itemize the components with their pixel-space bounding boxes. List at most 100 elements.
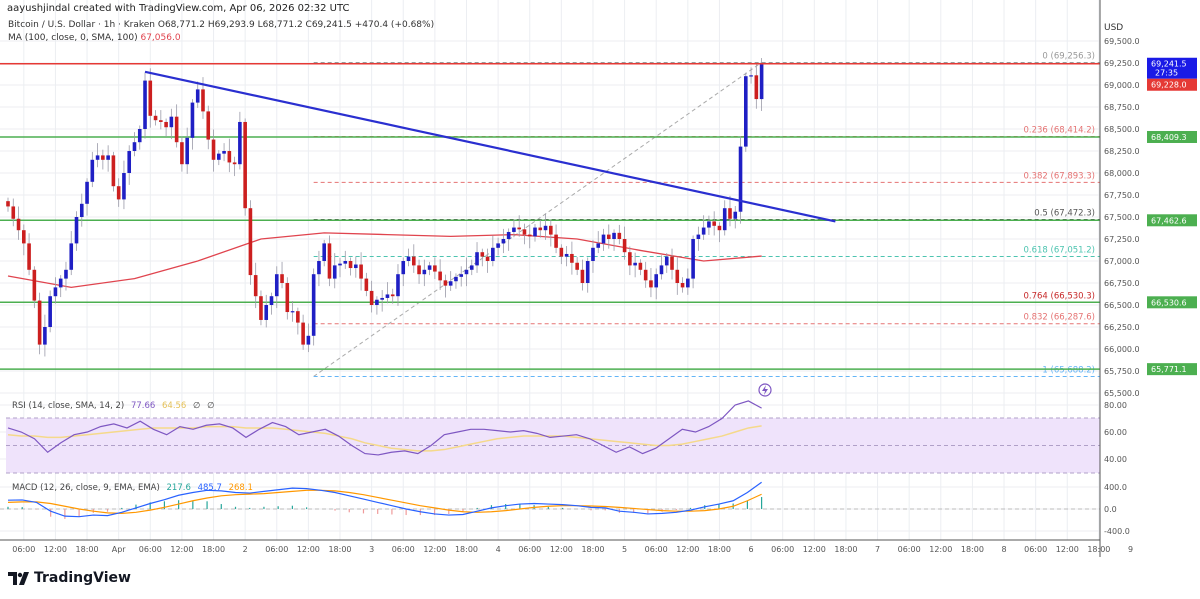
candle-up	[701, 215, 706, 240]
candle-up	[290, 301, 295, 322]
candle-up	[74, 211, 79, 251]
candle-body	[248, 208, 253, 276]
time-tick-label: Apr	[112, 545, 127, 554]
time-tick-label: 06:00	[898, 545, 921, 554]
candle-down	[411, 244, 416, 273]
candle-body	[517, 227, 521, 230]
candle-up	[64, 261, 68, 291]
candle-body	[659, 265, 664, 275]
candle-body	[311, 274, 316, 336]
candle-down	[32, 266, 37, 309]
candle-down	[159, 110, 163, 130]
time-axis[interactable]: 06:00 12:00 18:00 Apr 06:00 12:00 18:00 2 06:00 1…	[12, 545, 1133, 554]
candle-up	[185, 127, 189, 174]
trendline[interactable]	[144, 70, 836, 223]
candle-body	[290, 311, 295, 313]
time-tick-label: 8	[1001, 545, 1006, 554]
time-tick-label: 18:00	[202, 545, 225, 554]
candle-body	[717, 225, 722, 231]
fib-level-label: 0.236 (68,414.2)	[1023, 126, 1095, 136]
time-tick-label: 06:00	[1024, 545, 1047, 554]
candle-body	[522, 229, 527, 235]
candle-down	[22, 224, 26, 256]
candle-body	[74, 217, 79, 244]
candle-up	[686, 268, 690, 295]
price-tick-label: 68,750.0	[1104, 103, 1140, 112]
horizontal-lines[interactable]	[0, 136, 1100, 370]
time-tick-label: 12:00	[170, 545, 193, 554]
candle-up	[691, 235, 695, 289]
fib-level-label: 0.5 (67,472.3)	[1034, 208, 1095, 218]
candle-body	[143, 80, 147, 129]
candle-up	[585, 257, 590, 293]
candle-body	[601, 234, 606, 244]
support-price-label: 68,409.3	[1151, 133, 1187, 142]
candle-down	[227, 138, 232, 173]
rsi-level-lines	[0, 417, 1100, 510]
alert-lightning-icon[interactable]	[758, 383, 772, 397]
candle-down	[248, 200, 253, 285]
candle-up	[332, 253, 337, 289]
fib-level-label: 1 (65,688.2)	[1042, 365, 1095, 375]
rsi-extra: ∅	[207, 401, 214, 411]
fib-level-label: 0.618 (67,051.2)	[1023, 245, 1095, 255]
candle-body	[670, 256, 674, 270]
candle-up	[696, 226, 701, 251]
candle-up	[601, 228, 606, 251]
candle-down	[16, 206, 21, 240]
candle-down	[538, 219, 543, 238]
candle-body	[538, 227, 543, 231]
candle-body	[327, 243, 332, 279]
macd-hist-value: 217.6	[167, 483, 191, 493]
time-tick-label: 18:00	[76, 545, 99, 554]
candle-up	[654, 268, 659, 300]
time-tick-label: 6	[749, 545, 754, 554]
candle-up	[137, 125, 142, 150]
candle-body	[301, 322, 305, 345]
candle-down	[580, 259, 585, 291]
price-chart[interactable]: 0 (69,256.3) 0.236 (68,414.2) 0.382 (67,89…	[0, 0, 1200, 560]
fib-trend-line[interactable]	[313, 62, 762, 377]
candle-body	[343, 261, 348, 264]
tradingview-logo[interactable]: TradingView	[8, 570, 131, 586]
candle-down	[153, 110, 158, 126]
candle-body	[359, 264, 363, 279]
candle-body	[322, 243, 326, 261]
candle-body	[390, 294, 395, 297]
candle-body	[243, 121, 247, 209]
candle-body	[238, 121, 242, 165]
candle-body	[111, 155, 116, 187]
candle-body	[264, 305, 269, 320]
candle-body	[348, 261, 353, 269]
candle-body	[222, 151, 226, 154]
candle-body	[306, 335, 311, 345]
candle-body	[32, 269, 37, 301]
candle-down	[443, 274, 448, 298]
price-axis[interactable]: 69,500.0 69,250.0 69,000.0 68,750.0 68,500.0…	[1104, 37, 1140, 398]
candle-body	[253, 275, 258, 297]
candle-body	[406, 256, 411, 261]
candle-up	[501, 228, 506, 254]
candle-body	[686, 278, 690, 288]
price-tick-label: 67,000.0	[1104, 257, 1140, 266]
candle-up	[274, 266, 279, 309]
candle-body	[206, 111, 211, 140]
candle-body	[559, 247, 564, 257]
fibonacci-retracement[interactable]: 0 (69,256.3) 0.236 (68,414.2) 0.382 (67,89…	[313, 51, 1100, 377]
candle-up	[633, 252, 637, 278]
candle-body	[417, 265, 421, 275]
candle-body	[549, 225, 553, 235]
candle-up	[190, 99, 195, 150]
candle-down	[37, 292, 42, 355]
candle-up	[469, 259, 474, 276]
price-tick-label: 68,250.0	[1104, 147, 1140, 156]
candle-up	[664, 253, 669, 273]
candle-up	[564, 246, 569, 267]
time-tick-label: 18:00	[328, 545, 351, 554]
candle-body	[185, 137, 189, 165]
rsi-legend: RSI (14, close, SMA, 14, 2) 77.66 64.56 …	[12, 401, 215, 411]
candle-up	[269, 292, 274, 315]
candle-down	[549, 220, 553, 247]
candle-body	[422, 269, 427, 275]
time-tick-label: 18:00	[961, 545, 984, 554]
